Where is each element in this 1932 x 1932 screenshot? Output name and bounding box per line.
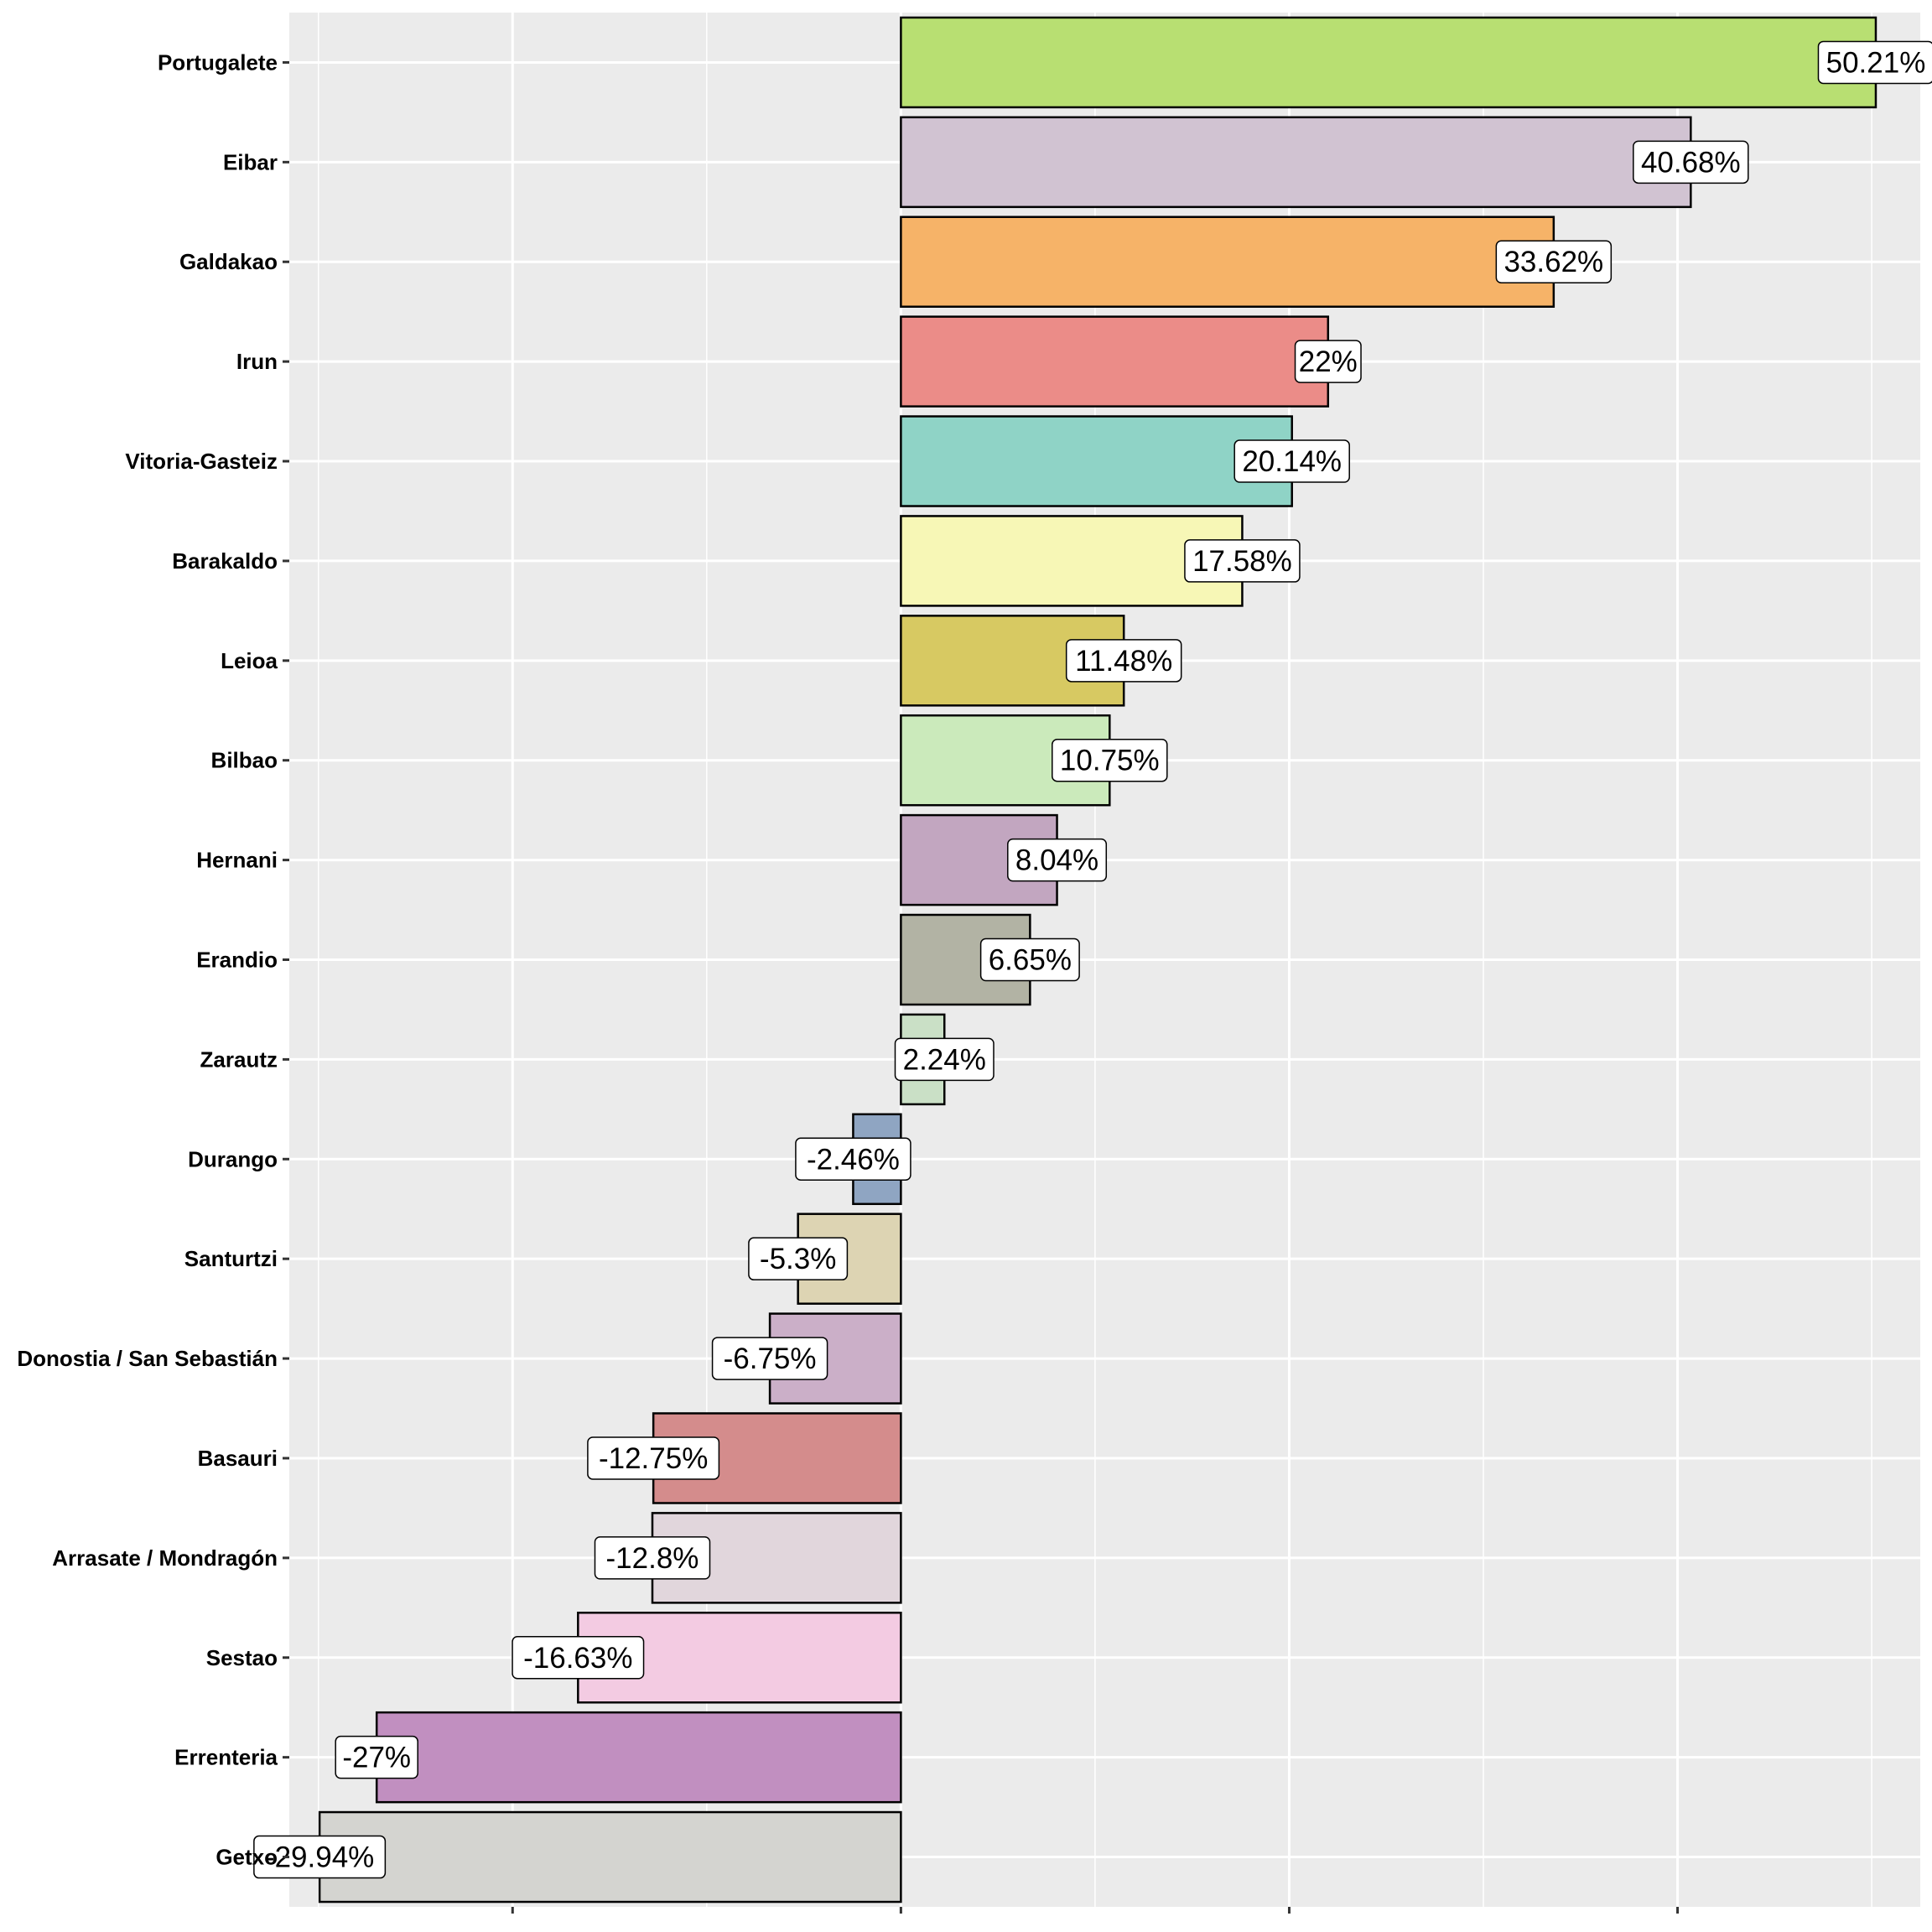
y-tick-label: Barakaldo (172, 548, 278, 574)
data-label: -12.75% (587, 1436, 720, 1480)
bar (318, 1810, 902, 1903)
data-label: 11.48% (1065, 639, 1182, 683)
data-label-text: -5.3% (760, 1243, 836, 1275)
y-tick-label: Santurtzi (184, 1246, 278, 1271)
data-label-box (1495, 240, 1613, 283)
data-label-text: -27% (342, 1742, 411, 1774)
data-label: 2.24% (894, 1037, 995, 1082)
data-label-text: -12.75% (599, 1442, 708, 1475)
data-label-box (1007, 838, 1108, 882)
y-tick-label: Portugalete (158, 49, 278, 75)
data-label-text: 11.48% (1075, 645, 1172, 678)
data-label-box (1633, 140, 1749, 184)
data-label-text: 22% (1299, 345, 1358, 378)
y-tick-label: Eibar (223, 149, 278, 174)
data-label: -5.3% (748, 1237, 849, 1280)
data-label: 33.62% (1495, 240, 1613, 283)
data-label-box (1052, 738, 1168, 782)
y-tick-label: Erandio (196, 948, 278, 973)
data-label-box (594, 1536, 711, 1580)
data-label: 10.75% (1052, 738, 1168, 782)
bar (900, 315, 1330, 408)
bar (900, 16, 1877, 109)
data-label-text: -16.63% (523, 1642, 632, 1675)
data-label-box (335, 1735, 418, 1779)
y-tick-label: Donostia / San Sebastián (17, 1346, 278, 1371)
y-tick-label: Galdakao (179, 249, 278, 274)
data-label: 22% (1294, 340, 1362, 383)
data-label-box (1817, 40, 1932, 85)
y-tick-label: Zarautz (200, 1046, 278, 1072)
y-tick-label: Sestao (206, 1645, 278, 1670)
x-axis (511, 1907, 1680, 1914)
y-axis: Portugalete Eibar Galdakao Irun Vitoria-Gast… (17, 49, 289, 1870)
y-tick-label: Errenteria (174, 1745, 278, 1770)
data-label-text: 2.24% (903, 1043, 986, 1076)
data-label-text: 8.04% (1015, 844, 1098, 877)
y-tick-label: Basauri (198, 1446, 278, 1471)
data-label: -12.8% (594, 1536, 711, 1580)
data-label-text: 17.58% (1192, 545, 1292, 578)
data-label: 40.68% (1633, 140, 1749, 184)
y-tick-label: Leioa (221, 648, 278, 673)
data-label-text: 10.75% (1060, 745, 1160, 777)
y-tick-label: Irun (236, 349, 278, 374)
data-label: -27% (335, 1735, 418, 1779)
bar (900, 116, 1692, 209)
data-labels: 50.21% 40.68% 33.62% 22% 20.14% 17.58% 11.48% 1… (253, 40, 1932, 1879)
data-label-box (587, 1436, 720, 1480)
y-tick-label: Hernani (196, 848, 278, 873)
data-label-box (711, 1337, 828, 1380)
data-label-box (1065, 639, 1182, 683)
y-tick-label: Getxo (216, 1845, 278, 1870)
data-label-box (894, 1037, 995, 1082)
data-label-box (1294, 340, 1362, 383)
data-label-text: -12.8% (606, 1542, 699, 1575)
data-label-box (795, 1137, 911, 1182)
data-label-text: -6.75% (724, 1343, 817, 1375)
bar (900, 216, 1555, 308)
data-label: -16.63% (512, 1636, 645, 1680)
data-label: -6.75% (711, 1337, 828, 1380)
data-label-box (979, 937, 1080, 982)
data-label: 8.04% (1007, 838, 1108, 882)
data-label: 20.14% (1233, 439, 1350, 483)
data-label-text: 40.68% (1641, 146, 1741, 179)
data-label-box (748, 1237, 849, 1280)
data-label-text: 33.62% (1504, 246, 1603, 278)
data-label: 50.21% (1817, 40, 1932, 85)
data-label-box (512, 1636, 645, 1680)
y-tick-label: Vitoria-Gasteiz (125, 449, 278, 474)
data-label-text: 20.14% (1242, 445, 1342, 478)
data-label-text: -29.94% (265, 1841, 374, 1874)
data-label: 17.58% (1184, 539, 1301, 583)
y-tick-label: Bilbao (211, 748, 278, 773)
y-tick-label: Durango (188, 1146, 278, 1171)
data-label-box (1233, 439, 1350, 483)
data-label-text: 50.21% (1826, 46, 1926, 79)
y-tick-label: Arrasate / Mondragón (52, 1545, 278, 1571)
bar (900, 415, 1293, 507)
data-label: -2.46% (795, 1137, 911, 1182)
data-label-box (1184, 539, 1301, 583)
bar (375, 1711, 902, 1804)
data-label-text: -2.46% (807, 1143, 900, 1176)
data-label-text: 6.65% (989, 944, 1072, 977)
data-label: 6.65% (979, 937, 1080, 982)
data-label-box (253, 1835, 387, 1879)
